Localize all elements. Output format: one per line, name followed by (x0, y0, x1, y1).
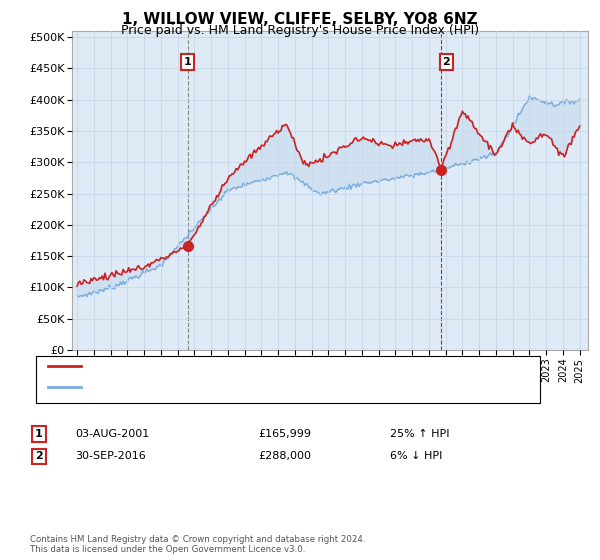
Text: 03-AUG-2001: 03-AUG-2001 (75, 429, 149, 439)
Text: £165,999: £165,999 (258, 429, 311, 439)
Text: HPI: Average price, detached house, North Yorkshire: HPI: Average price, detached house, Nort… (87, 382, 360, 392)
Text: 1, WILLOW VIEW, CLIFFE, SELBY, YO8 6NZ: 1, WILLOW VIEW, CLIFFE, SELBY, YO8 6NZ (122, 12, 478, 27)
Text: 2: 2 (443, 57, 451, 67)
Text: Price paid vs. HM Land Registry's House Price Index (HPI): Price paid vs. HM Land Registry's House … (121, 24, 479, 37)
Text: 6% ↓ HPI: 6% ↓ HPI (390, 451, 442, 461)
Text: 30-SEP-2016: 30-SEP-2016 (75, 451, 146, 461)
Text: 2: 2 (35, 451, 43, 461)
Text: £288,000: £288,000 (258, 451, 311, 461)
Text: 1: 1 (35, 429, 43, 439)
Text: 1: 1 (184, 57, 191, 67)
Text: 1, WILLOW VIEW, CLIFFE, SELBY, YO8 6NZ (detached house): 1, WILLOW VIEW, CLIFFE, SELBY, YO8 6NZ (… (87, 361, 399, 371)
Text: Contains HM Land Registry data © Crown copyright and database right 2024.
This d: Contains HM Land Registry data © Crown c… (30, 535, 365, 554)
Text: 25% ↑ HPI: 25% ↑ HPI (390, 429, 449, 439)
